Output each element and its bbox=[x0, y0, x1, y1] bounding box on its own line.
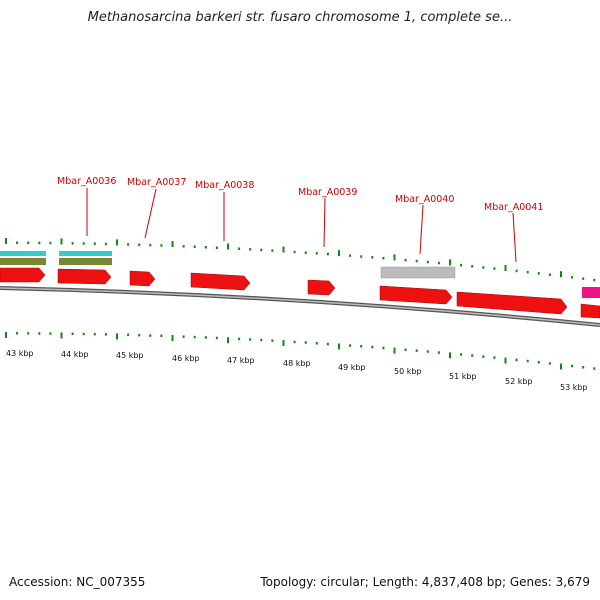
cds-arrow-3[interactable] bbox=[129, 270, 156, 287]
cds-arrow-7[interactable] bbox=[456, 291, 568, 315]
cds-arrow-8[interactable] bbox=[580, 303, 600, 319]
map-title: Methanosarcina barkeri str. fusaro chrom… bbox=[87, 10, 513, 25]
rna-feature-pink[interactable] bbox=[582, 287, 600, 298]
scale-label: 52 kbp bbox=[505, 377, 533, 386]
cds-arrow-6[interactable] bbox=[379, 285, 453, 305]
pseudo-gene-gray[interactable] bbox=[380, 266, 456, 279]
scale-label: 47 kbp bbox=[227, 356, 255, 365]
gene-label-mbar-a0036[interactable]: Mbar_A0036 bbox=[57, 176, 116, 187]
scale-label: 51 kbp bbox=[449, 372, 477, 381]
accession-text: Accession: NC_007355 bbox=[9, 575, 146, 589]
cds-arrow-2[interactable] bbox=[57, 268, 112, 285]
cds-arrow-5[interactable] bbox=[307, 279, 336, 296]
gene-label-mbar-a0040[interactable]: Mbar_A0040 bbox=[395, 194, 454, 205]
topology-summary-text: Topology: circular; Length: 4,837,408 bp… bbox=[260, 575, 590, 589]
gene-label-mbar-a0037[interactable]: Mbar_A0037 bbox=[127, 177, 186, 188]
olive-feature-2[interactable] bbox=[59, 258, 112, 265]
olive-feature-1[interactable] bbox=[0, 258, 46, 265]
gene-label-mbar-a0041[interactable]: Mbar_A0041 bbox=[484, 202, 543, 213]
scale-label: 50 kbp bbox=[394, 367, 422, 376]
gene-callouts bbox=[86, 188, 517, 263]
cds-arrow-4[interactable] bbox=[190, 272, 251, 291]
gene-label-mbar-a0038[interactable]: Mbar_A0038 bbox=[195, 180, 254, 191]
outer-tick-marks bbox=[5, 238, 596, 282]
gene-labels: Mbar_A0036 Mbar_A0037 Mbar_A0038 Mbar_A0… bbox=[57, 176, 543, 213]
scale-label: 48 kbp bbox=[283, 359, 311, 368]
scale-label: 45 kbp bbox=[116, 351, 144, 360]
scale-label: 53 kbp bbox=[560, 383, 588, 392]
cds-track bbox=[0, 267, 600, 319]
feature-track-misc bbox=[0, 251, 600, 298]
gene-label-mbar-a0039[interactable]: Mbar_A0039 bbox=[298, 187, 357, 198]
scale-labels: 43 kbp 44 kbp 45 kbp 46 kbp 47 kbp 48 kb… bbox=[6, 349, 588, 392]
scale-label: 44 kbp bbox=[61, 350, 89, 359]
scale-label: 43 kbp bbox=[6, 349, 34, 358]
scale-label: 46 kbp bbox=[172, 354, 200, 363]
cds-arrow-1[interactable] bbox=[0, 267, 46, 283]
inner-tick-marks bbox=[5, 332, 596, 370]
cyan-feature-2[interactable] bbox=[59, 251, 112, 256]
scale-label: 49 kbp bbox=[338, 363, 366, 372]
cyan-feature-1[interactable] bbox=[0, 251, 46, 256]
